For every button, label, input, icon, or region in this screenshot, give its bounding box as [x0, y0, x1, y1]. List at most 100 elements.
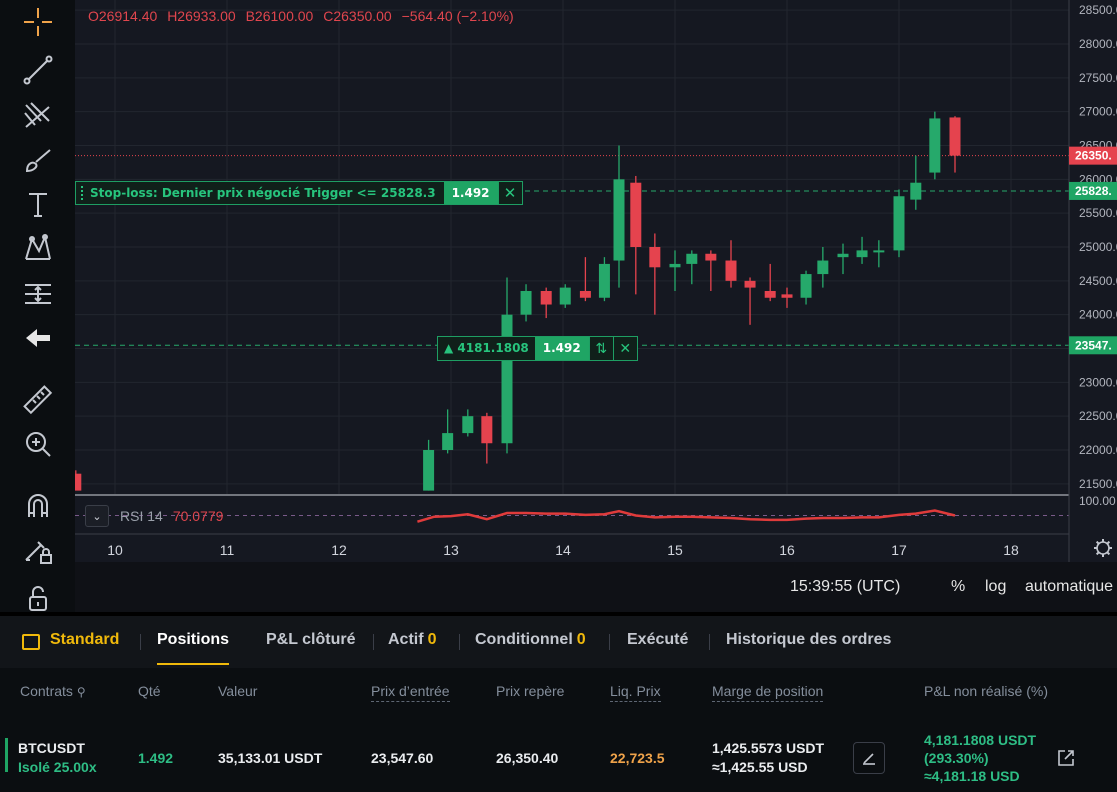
- candle-body: [501, 314, 513, 444]
- text-icon[interactable]: [18, 184, 58, 224]
- position-liq-price: 22,723.5: [610, 750, 665, 766]
- panel-tabs: Standard Positions P&L clôturé Actif 0 Co…: [0, 616, 1117, 668]
- price-tick-label: 22000.00: [1079, 443, 1117, 457]
- col-liq-price[interactable]: Liq. Prix: [610, 683, 661, 702]
- utc-clock: 15:39:55 (UTC): [790, 578, 901, 595]
- chevron-down-icon[interactable]: ⌄: [85, 505, 109, 527]
- ohlc-legend: O26914.40 H26933.00 B26100.00 C26350.00 …: [88, 8, 520, 24]
- price-tick-label: 24000.00: [1079, 308, 1117, 322]
- chart-canvas[interactable]: 21500.0022000.0022500.0023000.0023500.00…: [75, 0, 1117, 562]
- time-tick-label: 17: [891, 542, 907, 558]
- price-tick-label: 24500.00: [1079, 274, 1117, 288]
- price-axis: [1069, 0, 1117, 562]
- time-tick-label: 14: [555, 542, 571, 558]
- tab-positions[interactable]: Positions: [157, 631, 230, 665]
- share-icon[interactable]: [1056, 748, 1076, 768]
- tab-executed[interactable]: Exécuté: [627, 631, 689, 648]
- pencil-lock-icon[interactable]: [18, 530, 58, 570]
- ruler-icon[interactable]: [18, 380, 58, 420]
- time-tick-label: 18: [1003, 542, 1019, 558]
- candle-body: [481, 416, 493, 444]
- candle-body: [705, 253, 717, 261]
- candle-body: [764, 290, 776, 298]
- ohlc-high: H26933.00: [167, 8, 236, 24]
- candle-body: [725, 260, 737, 281]
- tab-standard[interactable]: Standard: [50, 631, 120, 648]
- pin-icon[interactable]: ⚲: [76, 685, 86, 699]
- back-arrow-icon[interactable]: [18, 318, 58, 358]
- tab-conditional-label: Conditionnel: [475, 631, 573, 648]
- position-line[interactable]: ▲ 4181.1808 1.492 ⇅ ✕: [437, 336, 638, 361]
- magnet-icon[interactable]: [18, 486, 58, 526]
- time-tick-label: 12: [331, 542, 347, 558]
- settings-icon-tooth: [1095, 551, 1100, 556]
- price-tick-label: 28500.00: [1079, 3, 1117, 17]
- rsi-axis-label: 100.00: [1079, 494, 1116, 508]
- tab-conditional[interactable]: Conditionnel 0: [475, 631, 586, 649]
- price-tick-label: 25500.00: [1079, 206, 1117, 220]
- price-tick-label: 27500.00: [1079, 71, 1117, 85]
- candle-body: [630, 182, 642, 247]
- pitchfork-icon[interactable]: [18, 96, 58, 136]
- position-pnl: ▲ 4181.1808: [444, 341, 529, 355]
- tab-order-history[interactable]: Historique des ordres: [726, 631, 892, 648]
- position-symbol[interactable]: BTCUSDT: [18, 740, 85, 756]
- position-margin-usd: ≈1,425.55 USD: [712, 759, 808, 775]
- candle-body: [649, 247, 661, 268]
- settings-icon-tooth: [1106, 551, 1111, 556]
- settings-icon-tooth: [1095, 540, 1100, 545]
- candle-body: [540, 290, 552, 305]
- crosshair-icon[interactable]: [18, 2, 58, 42]
- ohlc-open: O26914.40: [88, 8, 158, 24]
- close-icon[interactable]: ✕: [497, 182, 522, 204]
- position-margin-usdt: 1,425.5573 USDT: [712, 740, 825, 756]
- unlock-icon[interactable]: [18, 578, 58, 618]
- col-contracts-label: Contrats: [20, 683, 73, 699]
- stop-loss-order[interactable]: Stop-loss: Dernier prix négocié Trigger …: [75, 181, 523, 205]
- chart-bottom-bar: [75, 562, 1117, 612]
- candle-body: [817, 260, 829, 275]
- col-margin[interactable]: Marge de position: [712, 683, 824, 702]
- percent-scale-toggle[interactable]: %: [951, 578, 966, 595]
- tab-pnl-closed[interactable]: P&L clôturé: [266, 631, 356, 648]
- candle-body: [423, 450, 435, 491]
- price-tick-label: 27000.00: [1079, 105, 1117, 119]
- candle-body: [910, 182, 922, 200]
- reverse-icon[interactable]: ⇅: [588, 337, 613, 360]
- rsi-value: 70.0779: [172, 508, 224, 524]
- col-contracts[interactable]: Contrats ⚲: [20, 683, 86, 699]
- position-qty-cell: 1.492: [138, 750, 174, 766]
- time-tick-label: 10: [107, 542, 123, 558]
- auto-scale-toggle[interactable]: automatique: [1025, 578, 1114, 595]
- brush-icon[interactable]: [18, 140, 58, 180]
- tab-active-orders[interactable]: Actif 0: [388, 631, 436, 649]
- edit-margin-button[interactable]: [853, 742, 885, 774]
- pattern-icon[interactable]: [18, 228, 58, 268]
- position-entry-price: 23,547.60: [371, 750, 434, 766]
- col-value: Valeur: [218, 683, 258, 699]
- candle-body: [856, 250, 868, 258]
- position-value: 35,133.01 USDT: [218, 750, 323, 766]
- ohlc-low: B26100.00: [245, 8, 314, 24]
- position-mode: Isolé 25.00x: [18, 759, 97, 775]
- close-icon[interactable]: ✕: [612, 337, 637, 360]
- candle-body: [800, 274, 812, 298]
- zoom-in-icon[interactable]: [18, 424, 58, 464]
- price-tick-label: 28000.00: [1079, 37, 1117, 51]
- chart-icon: [22, 634, 40, 650]
- entry-price-tag-bg: [1069, 336, 1117, 355]
- candle-body: [520, 290, 532, 315]
- candle-body: [579, 290, 591, 298]
- measure-icon[interactable]: [18, 274, 58, 314]
- trendline-icon[interactable]: [18, 50, 58, 90]
- col-unrealized-pnl: P&L non réalisé (%): [924, 683, 1048, 699]
- position-pnl-usdt: 4,181.1808 USDT: [924, 732, 1037, 748]
- position-pnl-usd: ≈4,181.18 USD: [924, 768, 1020, 784]
- candle-body: [598, 263, 610, 298]
- stop-loss-label[interactable]: Stop-loss: Dernier prix négocié Trigger …: [76, 182, 444, 204]
- price-chart[interactable]: 21500.0022000.0022500.0023000.0023500.00…: [75, 0, 1117, 612]
- log-scale-toggle[interactable]: log: [985, 578, 1007, 595]
- settings-icon-tooth: [1106, 540, 1111, 545]
- col-entry-price[interactable]: Prix d’entrée: [371, 683, 450, 702]
- table-row[interactable]: BTCUSDT Isolé 25.00x 1.492 35,133.01 USD…: [0, 726, 1117, 792]
